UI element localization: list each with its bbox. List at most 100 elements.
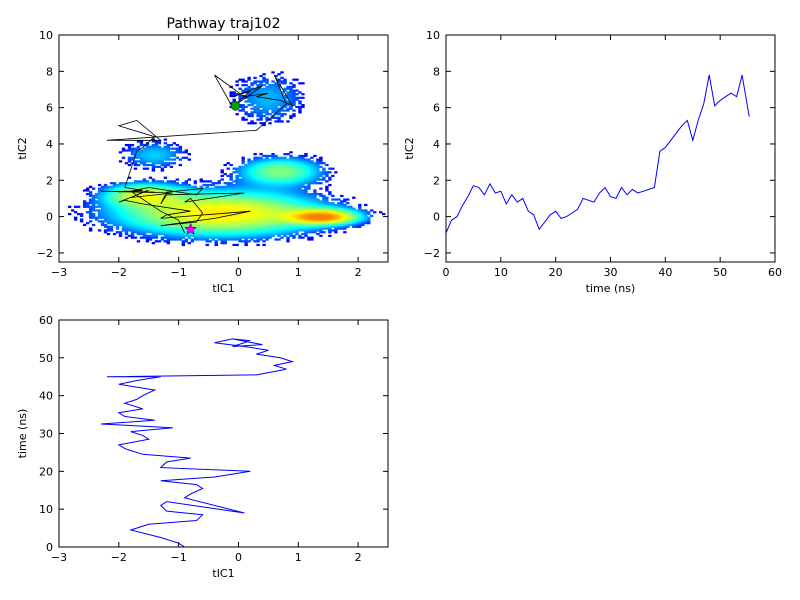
density-cell [223,218,227,221]
density-cell [244,242,248,245]
density-cell [256,163,260,167]
density-cell [277,225,281,228]
density-cell [244,167,248,170]
density-cell [199,229,203,232]
density-cell [244,200,248,203]
density-cell [283,156,287,159]
density-cell [268,187,272,190]
density-cell [169,182,174,185]
density-cell [319,209,323,212]
density-cell [283,174,287,178]
density-cell [151,198,156,201]
density-cell [364,218,368,221]
density-cell [118,194,123,198]
density-cell [319,200,323,203]
density-cell [298,227,302,230]
density-cell [361,218,365,221]
density-cell [307,209,311,212]
density-cell [259,98,263,101]
density-cell [160,149,165,152]
density-cell [199,202,203,205]
density-cell [325,227,329,230]
density-cell [277,113,281,116]
density-cell [157,202,162,205]
density-cell [304,189,308,192]
density-cell [250,218,254,221]
density-cell [136,180,141,183]
density-cell [343,223,347,227]
density-cell [235,84,239,87]
density-cell [127,222,132,225]
density-cell [286,194,290,198]
density-cell [262,78,266,81]
density-cell [241,104,245,107]
density-cell [157,207,162,210]
density-cell [256,183,260,187]
density-cell [124,192,129,196]
density-cell [253,153,257,156]
density-cell [139,202,144,205]
density-cell [145,214,150,217]
density-cell [238,196,242,199]
density-cell [163,231,168,234]
density-cell [139,156,144,159]
density-cell [283,178,287,181]
density-cell [127,225,132,228]
density-cell [136,140,141,143]
density-cell [232,91,236,94]
density-cell [322,207,326,210]
density-cell [151,205,156,208]
density-cell [154,216,159,219]
density-cell [247,232,251,236]
density-cell [310,176,314,179]
density-cell [160,223,165,227]
y-tick-label: 4 [433,138,440,151]
density-cell [274,91,278,94]
density-cell [337,218,341,221]
density-cell [298,163,302,167]
line-plot-2 [100,338,295,547]
density-cell [151,189,156,192]
density-cell [271,169,275,172]
density-cell [247,203,251,207]
density-cell [298,82,302,85]
density-cell [133,180,138,183]
density-cell [241,236,245,239]
density-cell [139,185,144,188]
density-cell [160,191,165,194]
density-cell [241,229,245,232]
density-cell [265,227,269,230]
density-cell [124,189,129,192]
density-cell [223,216,227,219]
density-cell [148,151,153,154]
density-cell [109,207,114,210]
density-cell [112,205,117,208]
density-cell [331,222,335,225]
density-cell [289,232,293,236]
density-cell [181,194,186,198]
density-cell [310,160,314,163]
density-cell [265,165,269,168]
density-cell [172,203,177,207]
density-cell [310,218,314,221]
density-cell [307,165,311,168]
density-cell [163,200,168,203]
density-cell [280,189,284,192]
density-cell [301,218,305,221]
density-cell [307,216,311,219]
density-cell [148,187,153,190]
density-cell [145,183,150,187]
density-cell [298,173,302,176]
density-cell [139,200,144,203]
density-cell [208,200,212,203]
density-cell [202,212,206,216]
density-cell [112,203,117,207]
density-cell [157,203,162,207]
density-cell [280,160,284,163]
density-cell [235,187,239,190]
density-cell [193,216,197,219]
density-cell [292,165,296,168]
density-cell [253,98,257,101]
density-cell [208,202,212,205]
density-cell [208,209,212,212]
